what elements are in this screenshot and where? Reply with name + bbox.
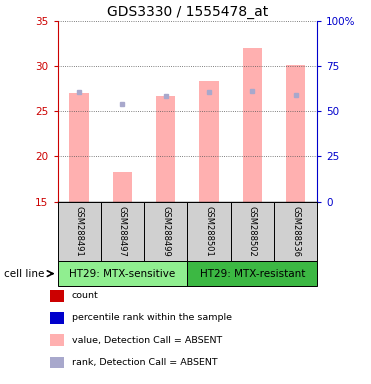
Text: GSM288501: GSM288501	[204, 206, 213, 257]
Bar	[69, 93, 89, 202]
Bar	[58, 202, 101, 261]
Text: HT29: MTX-resistant: HT29: MTX-resistant	[200, 268, 305, 279]
Text: GSM288502: GSM288502	[248, 206, 257, 257]
Text: GSM288491: GSM288491	[75, 206, 83, 257]
Text: cell line: cell line	[4, 268, 44, 279]
Title: GDS3330 / 1555478_at: GDS3330 / 1555478_at	[107, 5, 268, 19]
Text: HT29: MTX-sensitive: HT29: MTX-sensitive	[69, 268, 175, 279]
Bar	[199, 81, 219, 202]
Bar	[274, 202, 317, 261]
Bar	[243, 48, 262, 202]
Bar	[286, 65, 305, 202]
Bar	[113, 172, 132, 202]
Text: count: count	[72, 291, 98, 300]
Text: value, Detection Call = ABSENT: value, Detection Call = ABSENT	[72, 336, 222, 345]
Text: GSM288499: GSM288499	[161, 206, 170, 257]
Text: percentile rank within the sample: percentile rank within the sample	[72, 313, 232, 323]
Bar	[187, 261, 317, 286]
Bar	[156, 96, 175, 202]
Bar	[231, 202, 274, 261]
Text: GSM288536: GSM288536	[291, 206, 300, 257]
Text: rank, Detection Call = ABSENT: rank, Detection Call = ABSENT	[72, 358, 217, 367]
Bar	[187, 202, 231, 261]
Bar	[101, 202, 144, 261]
Bar	[58, 261, 187, 286]
Text: GSM288497: GSM288497	[118, 206, 127, 257]
Bar	[144, 202, 187, 261]
